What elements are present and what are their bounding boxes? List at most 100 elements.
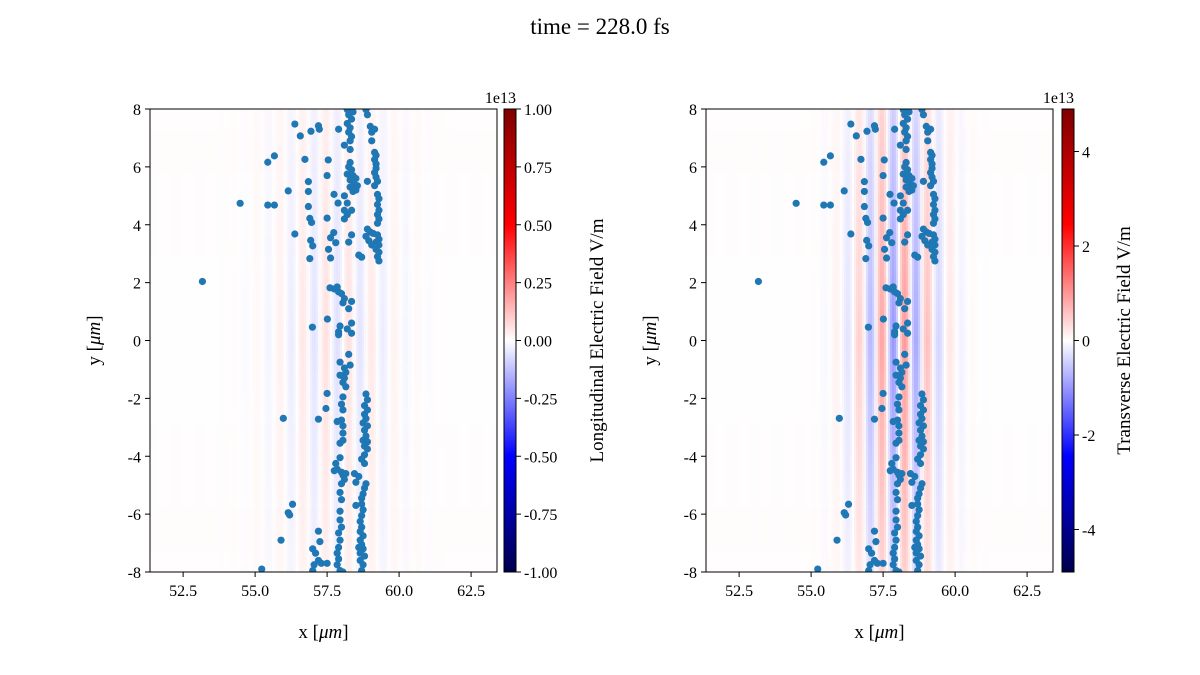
field-column <box>166 109 169 572</box>
particle-point <box>840 187 848 195</box>
field-column <box>1048 109 1051 572</box>
field-column <box>788 109 791 572</box>
field-column <box>378 109 381 572</box>
field-column <box>892 109 895 572</box>
field-column <box>776 109 779 572</box>
particle-point <box>342 383 350 391</box>
y-tick-label: -6 <box>128 507 141 524</box>
field-column <box>790 109 793 572</box>
field-column <box>822 109 825 572</box>
field-column <box>188 109 191 572</box>
field-column <box>380 109 383 572</box>
field-column <box>466 109 469 572</box>
particle-point <box>304 178 312 186</box>
field-column <box>164 109 167 572</box>
field-column <box>182 109 185 572</box>
particle-point <box>334 199 342 207</box>
particle-point <box>347 329 356 337</box>
field-column <box>150 109 153 572</box>
field-column <box>814 109 817 572</box>
field-column <box>452 109 455 572</box>
particle-point <box>903 297 912 306</box>
field-column <box>216 109 219 572</box>
particle-point <box>371 182 379 190</box>
field-column <box>810 109 813 572</box>
particle-point <box>316 538 324 546</box>
field-column <box>1034 109 1037 572</box>
field-column <box>158 109 161 572</box>
particle-point <box>901 350 909 358</box>
field-column <box>746 109 749 572</box>
field-column <box>170 109 173 572</box>
particle-point <box>352 174 360 183</box>
field-column <box>744 109 747 572</box>
field-column <box>446 109 449 572</box>
field-column <box>460 109 463 572</box>
y-axis-label: y [μm] <box>84 315 105 365</box>
field-column <box>372 109 375 572</box>
particle-point <box>363 177 372 185</box>
particle-point <box>820 201 828 209</box>
particle-point <box>358 494 366 502</box>
field-column <box>270 109 273 572</box>
field-column <box>228 109 231 572</box>
particle-point <box>270 152 279 160</box>
field-column <box>316 109 319 572</box>
particle-point <box>892 536 900 544</box>
field-column <box>722 109 725 572</box>
field-column <box>314 109 317 572</box>
field-column <box>198 109 201 572</box>
particle-point <box>352 501 360 510</box>
field-column <box>304 109 307 572</box>
field-column <box>858 109 861 572</box>
field-column <box>332 109 335 572</box>
field-column <box>328 109 331 572</box>
field-column <box>724 109 727 572</box>
field-column <box>230 109 233 572</box>
particle-point <box>336 507 344 515</box>
particle-point <box>870 527 879 535</box>
particle-point <box>842 511 850 519</box>
field-column <box>890 109 893 572</box>
particle-point <box>898 368 906 376</box>
particle-point <box>862 255 870 263</box>
field-column <box>954 109 957 572</box>
field-column <box>894 109 897 572</box>
particle-point <box>371 125 379 133</box>
field-column <box>780 109 783 572</box>
particle-point <box>914 494 922 502</box>
particle-point <box>330 228 338 237</box>
particle-point <box>339 429 347 437</box>
field-column <box>964 109 967 572</box>
field-column <box>412 109 415 572</box>
field-column <box>1018 109 1021 572</box>
colorbar-tick-label: 0.00 <box>524 334 552 351</box>
field-column <box>268 109 271 572</box>
field-column <box>312 109 315 572</box>
colorbar-tick-label: 0.50 <box>524 218 552 235</box>
field-column <box>908 109 911 572</box>
field-column <box>708 109 711 572</box>
field-column <box>240 109 243 572</box>
field-column <box>154 109 157 572</box>
particle-point <box>358 253 366 261</box>
field-column <box>368 109 371 572</box>
field-column <box>376 109 379 572</box>
particle-point <box>895 422 903 430</box>
field-column <box>478 109 481 572</box>
field-column <box>244 109 247 572</box>
particle-point <box>924 137 932 145</box>
particle-point <box>306 255 314 263</box>
particle-point <box>892 358 900 366</box>
particle-point <box>882 234 891 242</box>
y-tick-label: 8 <box>133 102 141 119</box>
field-column <box>318 109 321 572</box>
colorbar-tick-label: -4 <box>1082 522 1095 539</box>
y-tick-label: 2 <box>133 276 141 293</box>
field-column <box>922 109 925 572</box>
particle-point <box>903 231 912 239</box>
particle-point <box>279 414 287 422</box>
x-axis-label-unit: μm <box>318 622 342 643</box>
field-column <box>818 109 821 572</box>
particle-point <box>311 549 320 557</box>
